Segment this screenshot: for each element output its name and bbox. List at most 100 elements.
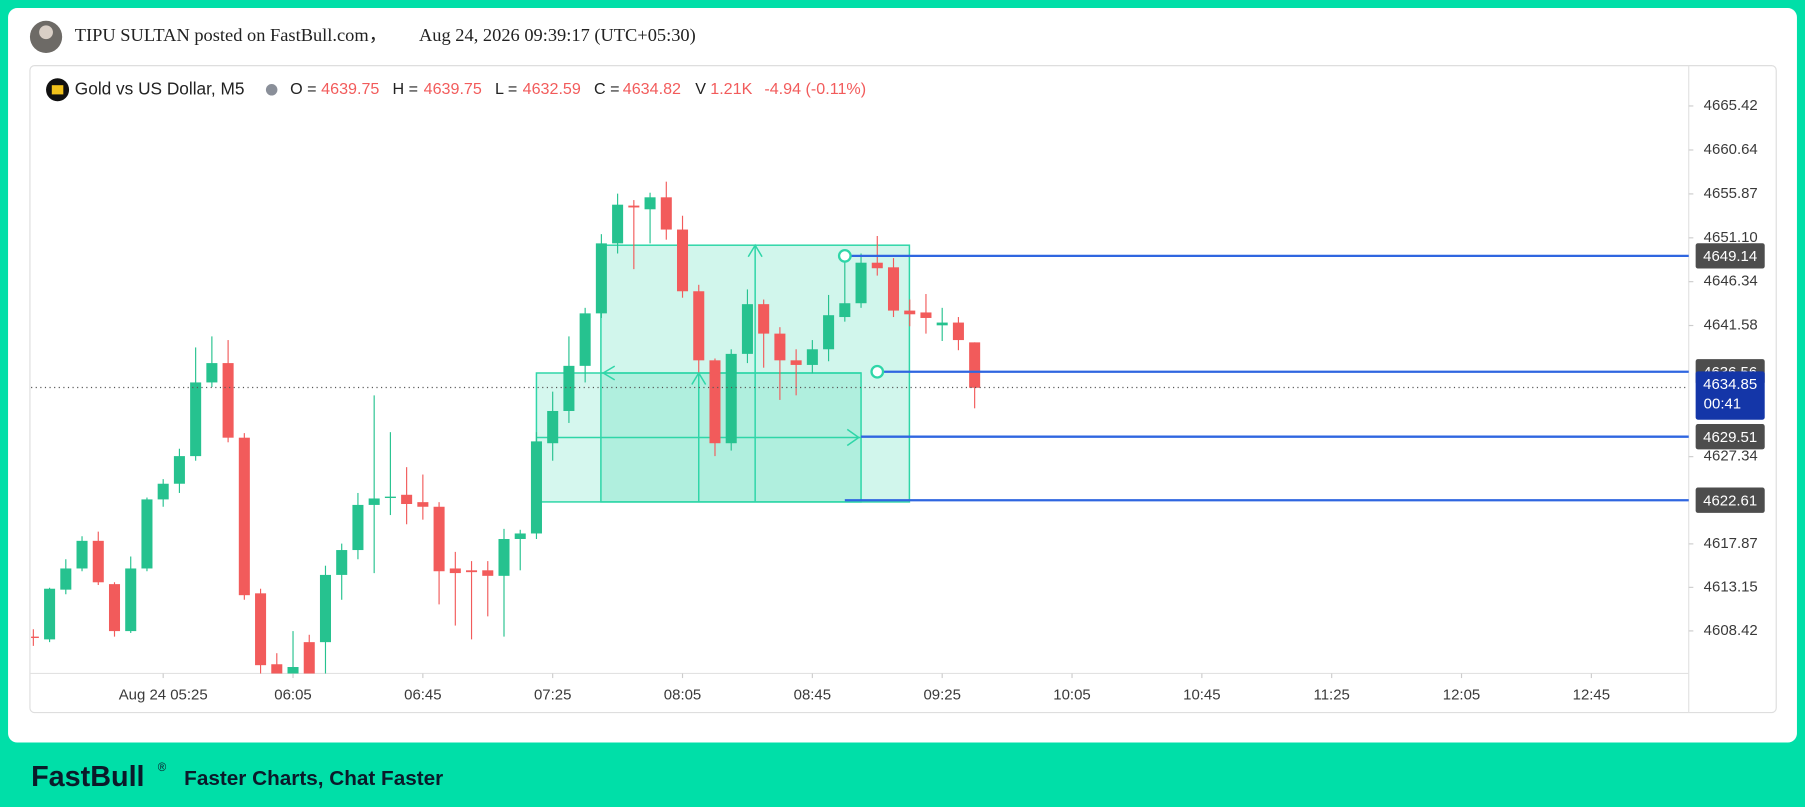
stat-name: H =: [393, 80, 419, 98]
price-tag: [1695, 487, 1765, 513]
stat-name: O =: [290, 80, 316, 98]
countdown: 00:41: [1704, 396, 1741, 413]
x-tick-label: 10:45: [1183, 686, 1220, 703]
x-tick-label: 12:05: [1443, 686, 1480, 703]
candle-body: [839, 303, 851, 318]
candle-body: [319, 574, 331, 643]
candle-body: [60, 568, 72, 590]
candle-body: [31, 636, 39, 639]
y-tick-label: 4617.87: [1704, 535, 1758, 552]
candle-body: [871, 262, 883, 269]
candle-body: [76, 540, 88, 569]
price-tag-label: 4629.51: [1703, 429, 1757, 446]
candle-body: [741, 304, 753, 354]
avatar-face: [39, 25, 53, 40]
candle-body: [303, 642, 315, 674]
candle-body: [238, 437, 250, 596]
last-price-tag: [1695, 371, 1765, 420]
candle-body: [936, 322, 948, 326]
candle-body: [173, 456, 185, 484]
x-tick-label: Aug 24 05:25: [119, 686, 208, 703]
candle-body: [271, 664, 283, 674]
y-tick-label: 4646.34: [1704, 273, 1758, 290]
candle-body: [563, 365, 575, 411]
candle-body: [482, 570, 494, 576]
candle-body: [547, 410, 559, 444]
x-tick-label: 10:05: [1053, 686, 1090, 703]
chart-panel: [29, 65, 1777, 714]
footer-brand: FastBull: [31, 761, 144, 793]
candle-body: [401, 494, 413, 505]
y-tick-label: 4660.64: [1704, 141, 1758, 158]
candle-body: [677, 229, 689, 292]
price-tag: [1695, 424, 1765, 450]
y-tick-label: 4665.42: [1704, 97, 1758, 114]
candle-body: [449, 568, 461, 574]
candle-body: [498, 538, 510, 576]
author-line: TIPU SULTAN posted on FastBull.com，: [75, 25, 387, 45]
y-tick-label: 4641.58: [1704, 316, 1758, 333]
price-tag: [1695, 243, 1765, 269]
x-tick-label: 09:25: [923, 686, 960, 703]
candle-body: [725, 353, 737, 444]
x-tick-label: 07:25: [534, 686, 571, 703]
candle-body: [287, 667, 299, 674]
stat-value: 1.21K: [710, 80, 752, 98]
last-price-label: 4634.85: [1703, 376, 1757, 393]
change-label: -4.94 (-0.11%): [764, 80, 866, 98]
y-tick-label: 4651.10: [1704, 229, 1758, 246]
x-tick-label: 08:05: [664, 686, 701, 703]
candle-body: [823, 315, 835, 350]
candle-body: [806, 349, 818, 365]
line-anchor: [870, 364, 885, 379]
candle-body: [44, 588, 56, 640]
stat-value: 4632.59: [523, 80, 581, 98]
x-tick-label: 11:25: [1314, 686, 1350, 703]
candle-body: [969, 342, 981, 388]
x-tick-label: 12:45: [1573, 686, 1610, 703]
candle-body: [758, 304, 770, 334]
candle-body: [595, 243, 607, 314]
candle-body: [644, 197, 656, 210]
y-tick-label: 4655.87: [1704, 185, 1758, 202]
candle-body: [530, 441, 542, 534]
candle-body: [190, 382, 202, 457]
candle-body: [255, 593, 267, 666]
y-tick-label: 4608.42: [1704, 622, 1758, 639]
candle-body: [628, 205, 640, 208]
candle-body: [790, 360, 802, 365]
x-tick-label: 06:05: [274, 686, 311, 703]
candle-body: [855, 262, 867, 304]
status-dot: [265, 84, 278, 96]
candle-body: [612, 204, 624, 244]
plot: [31, 181, 981, 674]
footer-mark: ®: [158, 762, 167, 774]
candle-body: [141, 499, 153, 569]
candle-body: [368, 498, 380, 505]
candle-body: [384, 496, 396, 499]
stat-name: V: [695, 80, 706, 98]
candle-body: [514, 533, 526, 539]
candle-body: [222, 363, 234, 438]
candle-body: [693, 291, 705, 361]
candle-body: [904, 310, 916, 315]
candle-body: [125, 568, 137, 632]
price-tag-label: 4649.14: [1703, 248, 1757, 265]
timestamp: Aug 24, 2026 09:39:17 (UTC+05:30): [419, 25, 696, 46]
candle-body: [352, 504, 364, 551]
candle-body: [920, 312, 932, 318]
candle-body: [952, 322, 964, 341]
stat-value: 4634.82: [623, 80, 681, 98]
line-anchor: [837, 248, 852, 263]
x-tick-label: 08:45: [794, 686, 831, 703]
candle-body: [466, 570, 478, 573]
stat-name: C =: [594, 80, 620, 98]
candle-body: [157, 483, 169, 500]
stat-name: L =: [495, 80, 517, 98]
stat-value: 4639.75: [321, 80, 379, 98]
candle-body: [660, 197, 672, 230]
candle-body: [336, 550, 348, 575]
candle-body: [108, 584, 121, 632]
